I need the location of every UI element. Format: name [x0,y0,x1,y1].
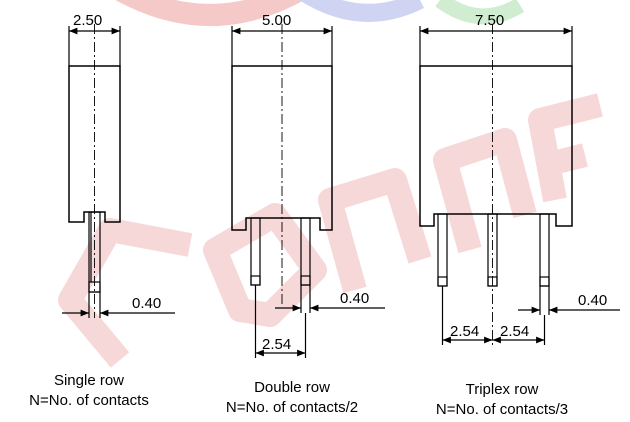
watermark [58,0,603,368]
triple-width-label: 7.50 [475,12,504,29]
triple-pin-left-tip [437,276,448,287]
triple-pin-label: 0.40 [578,292,607,309]
single-body-outline [68,65,121,223]
double-pin-label: 0.40 [340,290,369,307]
triple-pitch-label-1: 2.54 [450,323,479,340]
double-caption-line1: Double row [254,379,330,396]
triple-pin-left [437,213,448,287]
double-pitch-label: 2.54 [262,336,291,353]
watermark-arc-red [115,0,305,26]
watermark-arc-blue [299,0,425,22]
double-caption-line2: N=No. of contacts/2 [226,399,358,416]
triple-row-drawing [419,24,620,345]
triple-pin-right [539,213,550,287]
single-caption-line1: Single row [54,372,124,389]
triple-body-outline [419,65,573,227]
triple-pitch-label-2: 2.54 [500,323,529,340]
triple-caption-line2: N=No. of contacts/3 [436,401,568,418]
double-pin-left-tip [250,275,261,286]
triple-caption-line1: Triplex row [466,381,539,398]
single-pin-label: 0.40 [132,295,161,312]
single-width-label: 2.50 [73,12,102,29]
double-body-outline [231,65,333,231]
single-row-drawing [62,24,175,318]
double-width-label: 5.00 [262,12,291,29]
triple-pin-right-tip [539,276,550,287]
double-row-drawing [231,24,385,358]
double-pin-right-tip [300,275,311,286]
watermark-arc-green [435,0,525,25]
watermark-letters [58,93,603,368]
single-caption-line2: N=No. of contacts [29,392,149,409]
